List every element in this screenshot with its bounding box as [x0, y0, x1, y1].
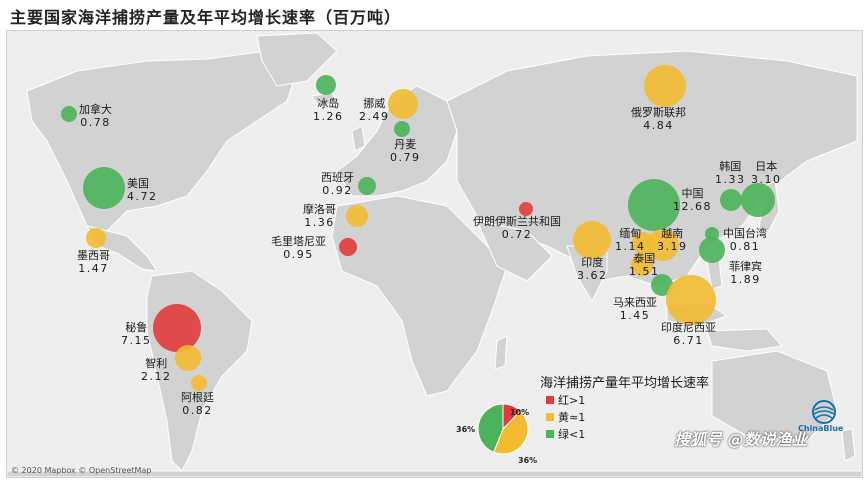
bubble-iran	[519, 202, 533, 216]
legend-pie	[477, 403, 529, 455]
pie-slice-green	[477, 403, 504, 453]
legend-swatch-green	[546, 430, 554, 438]
map-title: 主要国家海洋捕捞产量及年平均增长速率（百万吨）	[10, 8, 402, 27]
bubble-korea	[720, 189, 742, 211]
bubble-norway	[388, 89, 418, 119]
label-indonesia: 印度尼西亚 6.71	[661, 321, 716, 347]
bubble-india	[573, 221, 611, 259]
label-iceland: 冰岛 1.26	[313, 97, 344, 123]
label-myanmar: 缅甸 1.14	[615, 227, 646, 253]
legend-title: 海洋捕捞产量年平均增长速率	[540, 376, 710, 391]
label-argentina: 阿根廷 0.82	[181, 391, 214, 417]
label-vietnam: 越南 3.19	[657, 227, 688, 253]
bubble-denmark	[394, 121, 410, 137]
label-mexico: 墨西哥 1.47	[77, 249, 110, 275]
label-russia: 俄罗斯联邦 4.84	[631, 106, 686, 132]
pie-label-red: 10%	[510, 408, 530, 417]
label-peru: 秘鲁 7.15	[121, 321, 152, 347]
pie-label-yellow: 36%	[456, 425, 476, 434]
bubble-morocco	[346, 205, 368, 227]
label-philippines: 菲律宾 1.89	[729, 260, 762, 286]
world-map: 加拿大 0.78 美国 4.72 墨西哥 1.47 秘鲁 7.15 智利 2.12 阿根廷…	[6, 30, 863, 478]
bubble-indonesia	[666, 275, 716, 325]
bubble-argentina	[191, 375, 207, 391]
bubble-russia	[644, 65, 686, 107]
label-morocco: 摩洛哥 1.36	[303, 203, 336, 229]
label-denmark: 丹麦 0.79	[390, 138, 421, 164]
pie-label-green: 36%	[518, 456, 538, 465]
pie-slice-yellow	[493, 410, 529, 455]
label-canada: 加拿大 0.78	[79, 103, 112, 129]
legend-item-green: 绿<1	[546, 426, 585, 442]
label-norway: 挪威 2.49	[359, 97, 390, 123]
label-taiwan: 中国台湾 0.81	[723, 227, 767, 253]
bubble-canada	[61, 106, 77, 122]
land-layer	[7, 32, 862, 477]
bubble-mauritania	[339, 238, 357, 256]
map-attribution: © 2020 Mapbox © OpenStreetMap	[11, 466, 152, 475]
bubble-chile	[175, 345, 201, 371]
label-spain: 西班牙 0.92	[321, 171, 354, 197]
label-india: 印度 3.62	[577, 256, 608, 282]
bubble-usa	[83, 167, 125, 209]
bubble-mexico	[86, 228, 106, 248]
label-japan: 日本 3.10	[751, 160, 782, 186]
label-mauritania: 毛里塔尼亚 0.95	[271, 235, 326, 261]
legend-item-red: 红>1	[546, 392, 585, 408]
label-malaysia: 马来西亚 1.45	[613, 296, 657, 322]
bubble-vietnam	[647, 229, 679, 261]
bubble-philippines	[699, 237, 725, 263]
logo-text: ChinaBlue	[798, 424, 844, 433]
legend-swatch-red	[546, 396, 554, 404]
label-thailand: 泰国 1.51	[629, 252, 660, 278]
label-iran: 伊朗伊斯兰共和国 0.72	[473, 215, 561, 241]
legend-item-yellow: 黄≈1	[546, 409, 585, 425]
bubble-thailand	[631, 254, 653, 276]
label-usa: 美国 4.72	[127, 177, 158, 203]
bubble-china	[628, 179, 680, 231]
label-chile: 智利 2.12	[141, 357, 172, 383]
bubble-iceland	[316, 75, 336, 95]
legend-swatch-yellow	[546, 413, 554, 421]
bubble-japan	[741, 183, 775, 217]
label-korea: 韩国 1.33	[715, 160, 746, 186]
label-china: 中国 12.68	[673, 187, 712, 213]
bubble-peru	[153, 304, 201, 352]
chinablue-logo-icon	[812, 400, 836, 424]
bubble-spain	[358, 177, 376, 195]
watermark: 搜狐号 @数说渔业	[674, 430, 808, 449]
